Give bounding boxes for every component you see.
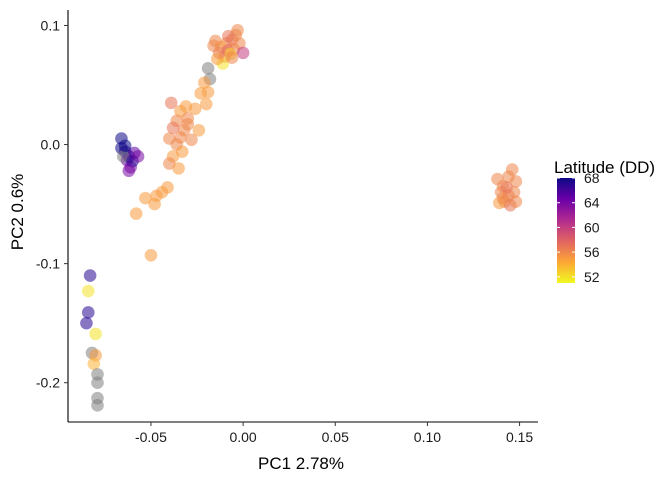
data-point [172, 162, 185, 175]
data-point [139, 191, 152, 205]
data-point [91, 399, 104, 412]
x-ticks: -0.05 0.00 0.05 0.10 0.15 [135, 422, 533, 445]
data-point [161, 181, 174, 194]
legend-tick-label: 68 [584, 170, 600, 186]
y-tick-label: 0.1 [41, 17, 61, 33]
data-point [192, 123, 206, 137]
legend-tick-label: 52 [584, 269, 600, 285]
data-point [81, 284, 95, 298]
data-point [166, 121, 180, 135]
x-tick-label: -0.05 [135, 429, 167, 445]
x-axis-title: PC1 2.78% [258, 454, 344, 473]
data-point [131, 150, 145, 163]
y-axis-title: PC2 0.6% [8, 174, 27, 251]
points-layer [80, 23, 523, 412]
y-ticks: 0.1 0.0 -0.1 -0.2 [36, 17, 68, 391]
data-point [236, 46, 250, 60]
y-tick-label: 0.0 [41, 137, 61, 153]
x-tick-label: 0.15 [506, 429, 533, 445]
data-point [222, 29, 235, 43]
legend-tick-label: 64 [584, 195, 600, 211]
data-point [89, 327, 102, 341]
data-point [199, 97, 213, 111]
color-legend: Latitude (DD) 68 64 60 56 52 [554, 158, 655, 285]
data-point [225, 51, 239, 64]
data-point [231, 23, 244, 37]
x-tick-label: 0.00 [229, 429, 256, 445]
data-point [509, 175, 523, 188]
y-tick-label: -0.2 [36, 375, 60, 391]
data-point [198, 76, 211, 89]
legend-ticks: 68 64 60 56 52 [557, 170, 600, 285]
data-point [207, 39, 220, 53]
data-point [118, 139, 132, 153]
data-point [80, 316, 93, 330]
data-point [87, 357, 101, 370]
data-point [83, 269, 97, 282]
data-point [500, 181, 513, 194]
data-point [91, 376, 104, 390]
data-point [181, 112, 195, 125]
data-point [129, 207, 143, 220]
data-point [150, 189, 163, 203]
data-point [210, 52, 224, 66]
axes: -0.05 0.00 0.05 0.10 0.15 0.1 0.0 -0.1 -0.2 [36, 10, 538, 445]
data-point [185, 133, 198, 147]
legend-tick-label: 56 [584, 244, 600, 260]
legend-title: Latitude (DD) [554, 158, 655, 177]
data-point [164, 96, 178, 110]
data-point [122, 164, 136, 178]
y-tick-label: -0.1 [36, 256, 60, 272]
data-point [194, 87, 208, 100]
data-point [163, 132, 176, 145]
data-point [496, 191, 510, 205]
legend-tick-label: 60 [584, 219, 600, 235]
data-point [233, 37, 246, 50]
data-point [201, 62, 215, 75]
legend-colorbar [557, 178, 575, 283]
data-point [144, 248, 158, 262]
x-tick-label: 0.05 [322, 429, 349, 445]
x-tick-label: 0.10 [414, 429, 441, 445]
data-point [509, 195, 523, 209]
data-point [81, 306, 95, 319]
